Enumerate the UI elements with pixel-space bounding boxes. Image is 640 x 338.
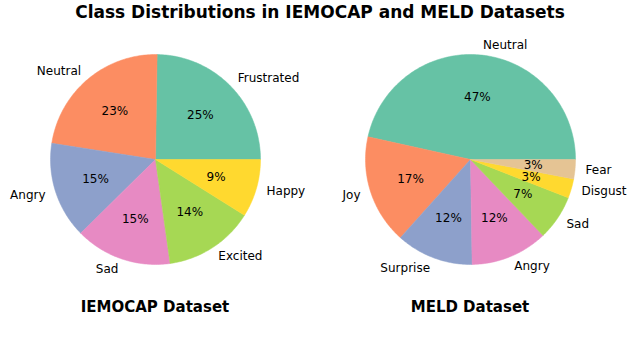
svg-text:9%: 9% [207,170,226,184]
svg-text:Excited: Excited [218,249,262,263]
svg-text:25%: 25% [187,108,214,122]
svg-text:Surprise: Surprise [380,261,430,275]
svg-text:Fear: Fear [585,163,611,177]
svg-text:Frustrated: Frustrated [238,71,300,85]
html-text:IEMOCAP Dataset: IEMOCAP Dataset [80,298,230,316]
svg-text:15%: 15% [122,212,149,226]
svg-text:Joy: Joy [342,188,361,202]
svg-text:Angry: Angry [10,188,45,202]
svg-text:17%: 17% [397,172,424,186]
html-text:Class Distributions in IEMOCAP: Class Distributions in IEMOCAP and MELD … [75,2,565,22]
svg-text:Neutral: Neutral [37,64,81,78]
svg-text:15%: 15% [82,172,109,186]
svg-text:Angry: Angry [514,259,549,273]
svg-text:Sad: Sad [96,262,119,276]
svg-text:Happy: Happy [267,184,306,198]
svg-text:Neutral: Neutral [483,38,527,52]
svg-text:Disgust: Disgust [582,184,627,198]
svg-text:3%: 3% [521,169,541,184]
svg-text:7%: 7% [513,187,532,201]
svg-text:Sad: Sad [566,217,589,231]
html-text:MELD Dataset: MELD Dataset [410,298,530,316]
svg-text:14%: 14% [176,205,203,219]
svg-text:47%: 47% [464,90,491,104]
svg-text:12%: 12% [435,211,462,225]
svg-text:23%: 23% [102,104,129,118]
svg-text:3%: 3% [524,158,543,172]
svg-text:12%: 12% [481,211,508,225]
